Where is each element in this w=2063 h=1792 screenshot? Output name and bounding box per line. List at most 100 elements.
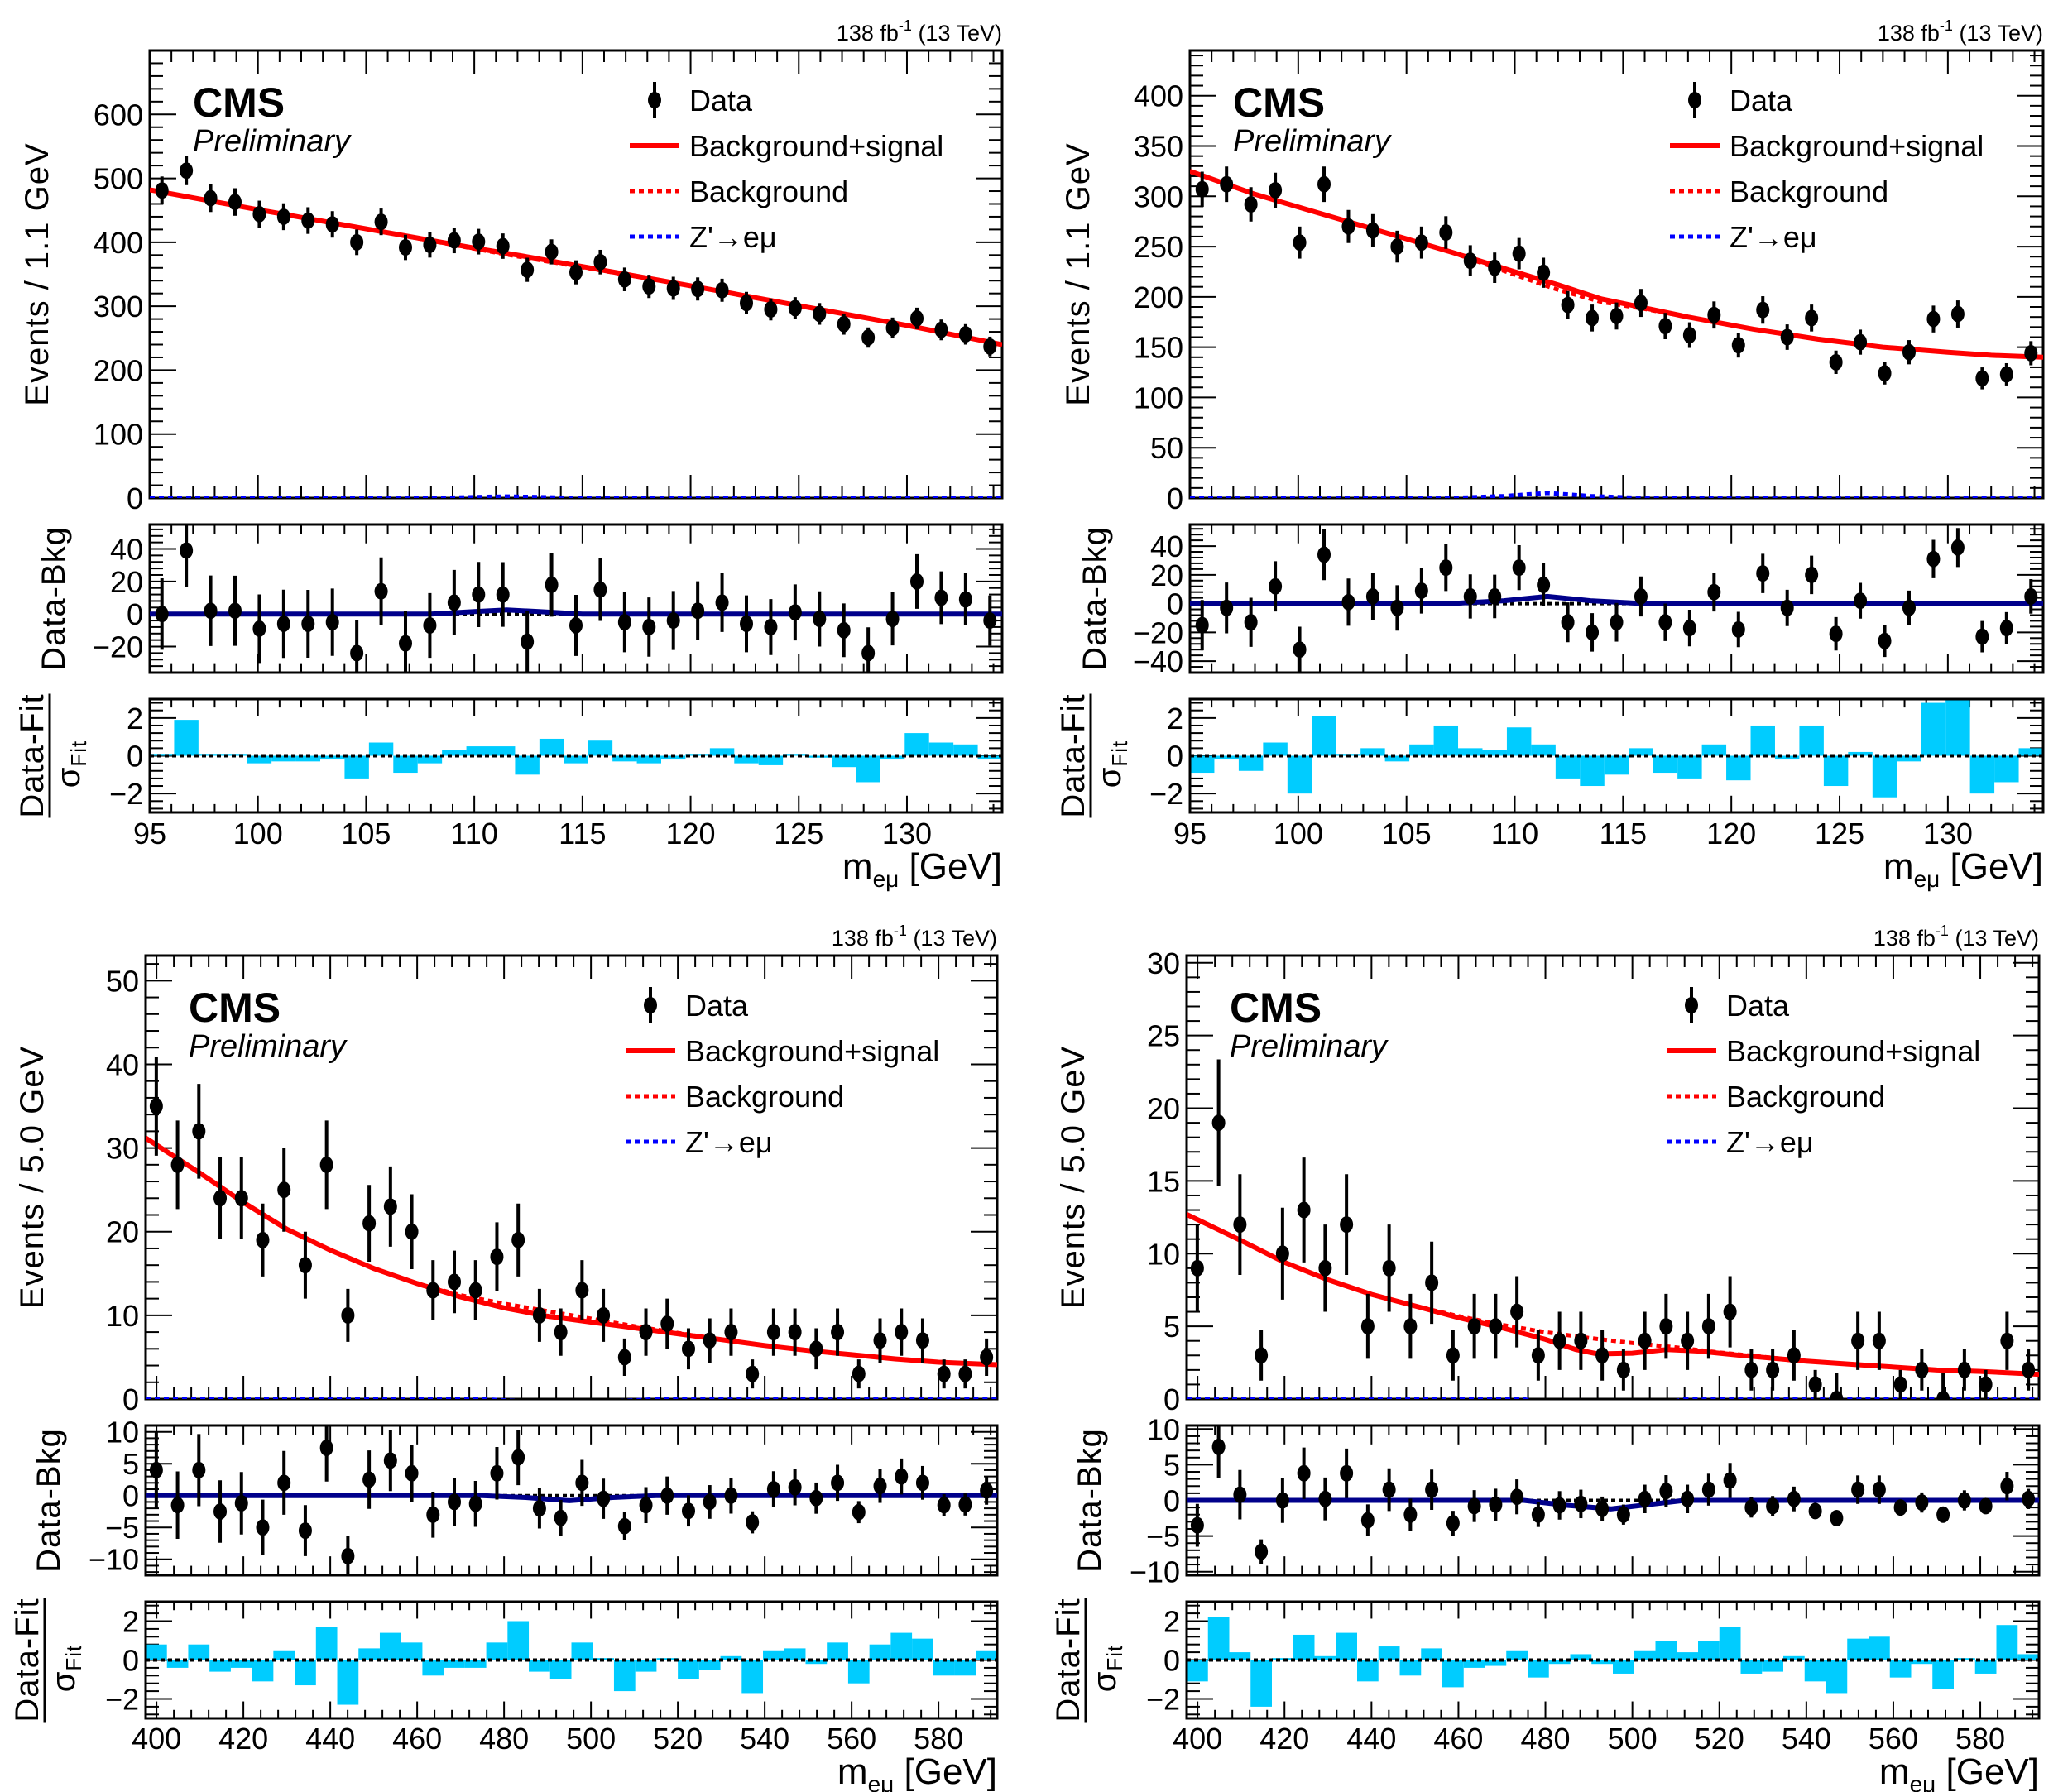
pull-bar (1847, 1638, 1869, 1660)
data-point (809, 1340, 823, 1358)
residual-point (1851, 1481, 1865, 1498)
residual-point (1269, 577, 1283, 595)
residual-point (192, 1461, 206, 1478)
pull-bar (1463, 1660, 1485, 1668)
data-point (746, 1365, 760, 1382)
legend-label: Background (685, 1080, 844, 1114)
residual-point (1658, 614, 1672, 631)
residual-point (1830, 1510, 1844, 1527)
legend-label: Background+signal (689, 129, 943, 163)
residual-point (1808, 1502, 1822, 1520)
legend-label: Background (689, 175, 848, 208)
legend-entry-sb: Background+signal (630, 129, 943, 163)
y-tick-label: 100 (94, 418, 143, 452)
data-point (256, 1231, 270, 1248)
residual-signal-curve (146, 1493, 997, 1503)
residual-point (1659, 1483, 1673, 1500)
residual-point (1950, 539, 1965, 556)
residual-point (764, 618, 778, 635)
residual-point (1365, 587, 1379, 605)
residual-point (298, 1522, 312, 1540)
data-point (724, 1324, 738, 1341)
data-point (1682, 327, 1696, 344)
residual-point (910, 573, 924, 590)
pull-plot: 400 420 440 460 480 500 520 540 560 580 −2 0 2 Data-F… (1050, 1598, 2041, 1792)
preliminary-label: Preliminary (189, 1029, 348, 1064)
data-point (1255, 1347, 1269, 1364)
pull-bar (1774, 755, 1800, 760)
residual-point (1975, 628, 1989, 645)
pull-frame (148, 697, 1004, 814)
y-axis-label: Events / 1.1 GeV (1060, 142, 1096, 405)
pull-bar (344, 755, 369, 779)
data-point (399, 239, 412, 256)
data-point (1220, 175, 1234, 193)
x-tick-label: 130 (882, 817, 932, 850)
main-plot: 0 50 100 150 200 250 300 350 400 138 fb-1 (13 TeV… (1060, 17, 2045, 515)
pull-y-axis-label: Data-Fit σFit (14, 693, 91, 817)
y-tick-label: 5 (122, 1447, 139, 1481)
legend-label: Background+signal (1730, 129, 1984, 163)
residual-point (1616, 1506, 1630, 1523)
main-plot: 0 100 200 300 400 500 600 138 fb-1 (13 TeV) CMSP… (19, 17, 1004, 515)
main-plot: 0 5 10 15 20 25 30 138 fb-1 (13 TeV) CMSPrelimin… (1055, 922, 2041, 1416)
pull-bar (1677, 1652, 1698, 1660)
pull-bar (685, 754, 710, 756)
pull-frame (144, 1600, 999, 1720)
residual-plot-area (150, 525, 1002, 673)
residual-point (593, 581, 607, 598)
x-tick-label: 460 (392, 1722, 442, 1756)
y-axis-label: Events / 5.0 GeV (14, 1046, 50, 1309)
residual-point (1707, 583, 1721, 601)
x-axis-label: meμ [GeV] (1883, 846, 2043, 892)
residual-point (1390, 599, 1404, 616)
pull-bar (1314, 1655, 1336, 1660)
pull-bar (1826, 1660, 1848, 1694)
data-point (837, 315, 851, 333)
residual-point (1489, 1496, 1503, 1513)
main-plot: 0 10 20 30 40 50 138 fb-1 (13 TeV) CMSPrelimina… (14, 922, 999, 1416)
pull-bar (1897, 755, 1921, 762)
residual-point (1701, 1481, 1715, 1498)
data-point (1195, 180, 1209, 198)
data-point (496, 237, 510, 255)
residual-point (325, 614, 339, 631)
residual-point (554, 1509, 568, 1526)
data-point (1701, 1318, 1715, 1335)
data-point (301, 212, 315, 229)
y-tick-label: 0 (1163, 1644, 1180, 1678)
pull-bar (1653, 755, 1678, 774)
data-point (934, 321, 948, 338)
legend-label: Z'→eμ (1730, 220, 1817, 254)
x-tick-label: 520 (653, 1722, 703, 1756)
residual-plot-area (146, 1425, 997, 1575)
residual-point (788, 1478, 802, 1496)
y-tick-label: 50 (1150, 431, 1183, 465)
pull-bar (588, 740, 613, 756)
pull-bar (847, 1660, 870, 1684)
x-tick-label: 95 (1173, 817, 1207, 850)
main-frame (144, 954, 999, 1401)
residual-point (2024, 587, 2038, 605)
data-point (1340, 1216, 1354, 1234)
residual-point (170, 1497, 185, 1514)
data-point (1531, 1347, 1545, 1364)
data-point (1780, 328, 1794, 346)
pull-bar (174, 720, 199, 756)
residual-point (511, 1449, 525, 1466)
legend-entry-bkg: Background (1670, 175, 1888, 208)
data-point (554, 1324, 568, 1341)
pull-bar (1433, 725, 1459, 756)
pull-bar (953, 744, 978, 756)
data-point (319, 1156, 333, 1173)
residual-point (1999, 620, 2013, 637)
data-point (681, 1340, 695, 1358)
x-tick-label: 580 (914, 1722, 963, 1756)
residual-point (666, 612, 680, 630)
y-tick-label: 40 (1150, 529, 1183, 563)
pull-bar (1421, 1648, 1442, 1660)
residual-point (383, 1452, 397, 1469)
residual-point (1872, 1481, 1886, 1498)
residual-point (1634, 587, 1648, 605)
y-tick-label: 10 (1147, 1412, 1180, 1446)
